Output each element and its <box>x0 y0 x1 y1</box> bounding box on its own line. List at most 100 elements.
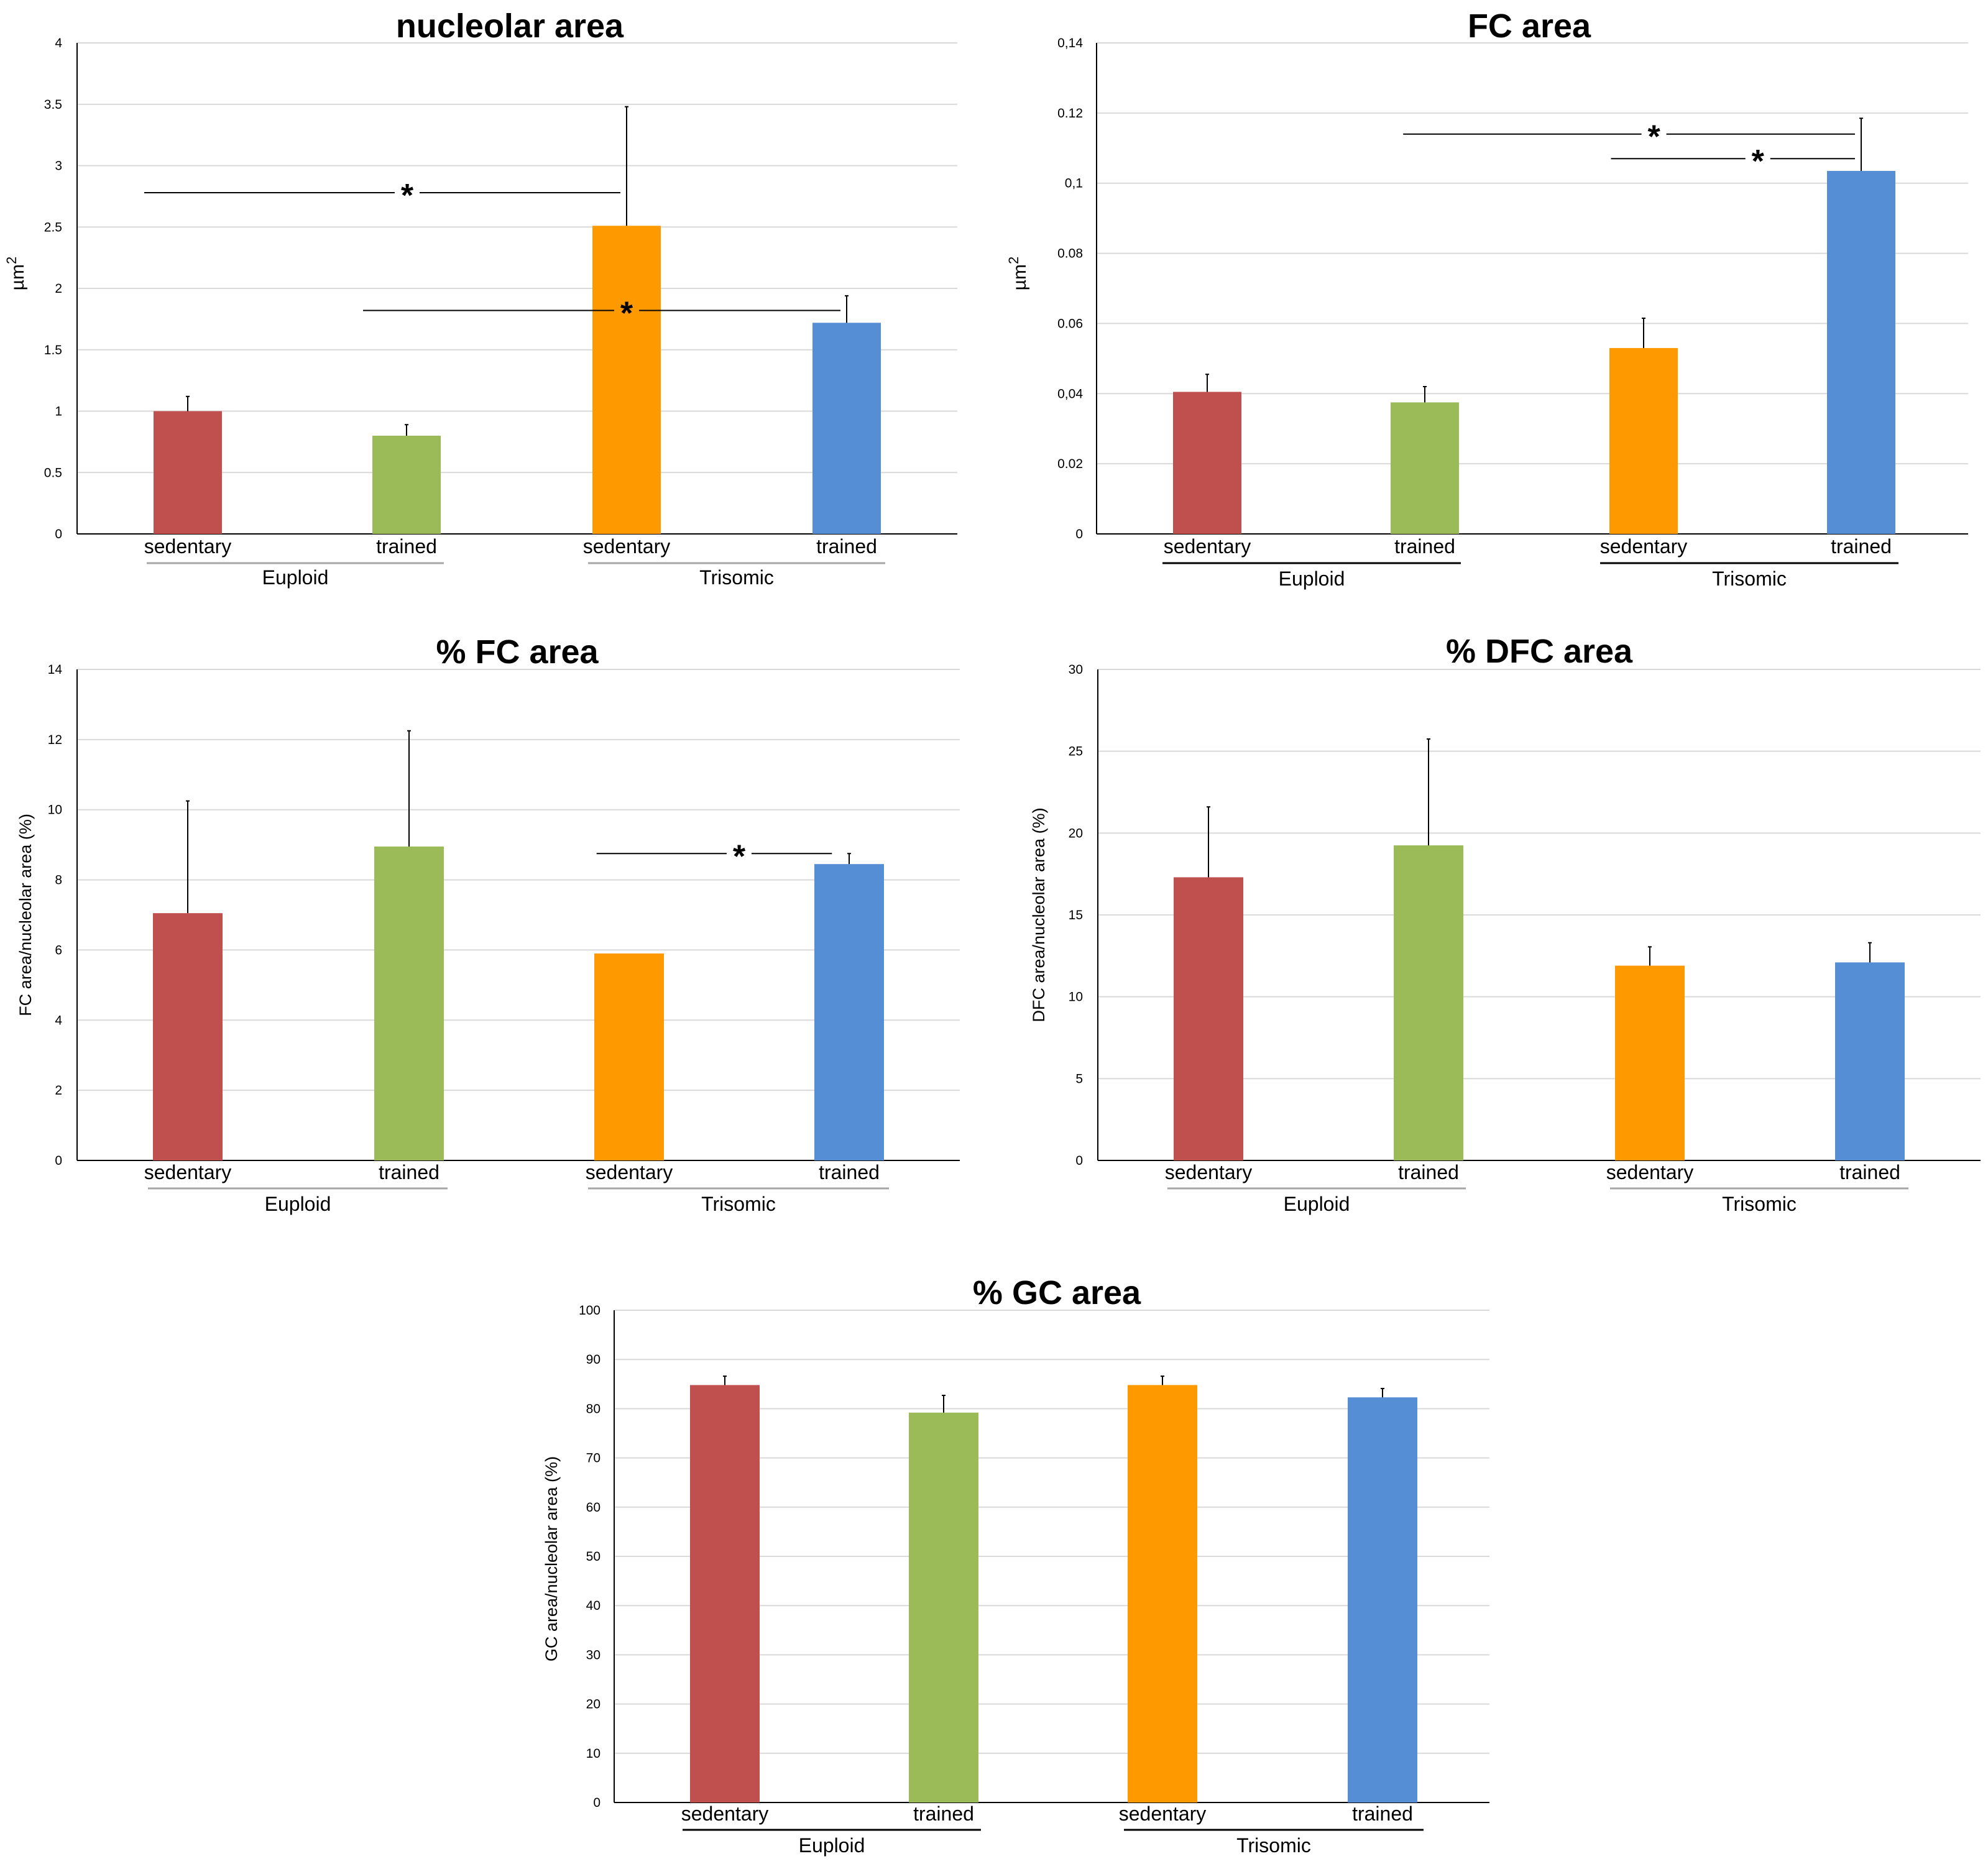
chart-percent-fc-area: 0 2 4 6 8 10 12 14 % FC area FC area/nucleolar ar… <box>16 633 960 1215</box>
chart-fc-area: 0 0.02 0,04 0.06 0.08 0,1 0.12 0,14 FC area µm2 se… <box>1006 7 1968 590</box>
y-tick-label: 100 <box>579 1303 601 1318</box>
category-label: sedentary <box>586 1161 673 1183</box>
y-tick-label: 0 <box>55 1154 62 1168</box>
y-tick-label: 10 <box>1069 990 1083 1004</box>
y-axis-unit-superscript: 2 <box>1006 257 1021 264</box>
y-tick-label: 15 <box>1069 908 1083 922</box>
y-tick-label: 50 <box>586 1550 601 1564</box>
y-tick-label: 60 <box>586 1500 601 1515</box>
y-axis-label: µm2 <box>1006 257 1030 291</box>
group-label: Euploid <box>1284 1193 1350 1215</box>
group-label: Trisomic <box>701 1193 776 1215</box>
y-tick-label: 0.08 <box>1057 247 1083 261</box>
chart-title: FC area <box>1468 7 1591 45</box>
chart-title: nucleolar area <box>396 7 624 45</box>
category-label: sedentary <box>1164 535 1251 558</box>
category-label: sedentary <box>1119 1802 1207 1825</box>
y-tick-label: 3.5 <box>44 98 62 112</box>
category-label: sedentary <box>1165 1161 1253 1183</box>
chart-percent-gc-area: 0 10 20 30 40 50 60 70 80 90 100 % GC area GC area/n… <box>542 1274 1489 1857</box>
bar <box>1174 877 1243 1160</box>
category-label: trained <box>379 1161 439 1183</box>
group-label: Euploid <box>1279 567 1345 590</box>
y-tick-label: 20 <box>586 1697 601 1712</box>
category-label: sedentary <box>1606 1161 1694 1183</box>
y-tick-label: 0 <box>593 1796 601 1810</box>
y-tick-label: 4 <box>55 36 62 50</box>
category-label: sedentary <box>583 535 671 558</box>
y-tick-label: 0.5 <box>44 466 62 480</box>
y-tick-label: 12 <box>48 733 62 747</box>
bar <box>1394 845 1463 1160</box>
category-label: sedentary <box>681 1802 769 1825</box>
category-label: trained <box>1839 1161 1900 1183</box>
bar <box>1609 347 1678 534</box>
group-label: Trisomic <box>699 566 774 589</box>
group-label: Trisomic <box>1712 567 1787 590</box>
bar <box>1835 962 1905 1160</box>
category-label: sedentary <box>144 1161 232 1183</box>
y-tick-label: 2 <box>55 1083 62 1098</box>
bar <box>1615 965 1685 1160</box>
bar <box>1128 1385 1197 1802</box>
bar <box>1391 402 1459 534</box>
y-tick-label: 4 <box>55 1013 62 1027</box>
bar <box>814 864 884 1160</box>
y-tick-label: 14 <box>48 663 63 677</box>
y-axis-label: FC area/nucleolar area (%) <box>16 814 35 1016</box>
category-label: trained <box>1831 535 1892 558</box>
y-axis-unit: µm <box>7 264 28 290</box>
significance-asterisk: * <box>620 296 633 332</box>
y-tick-label: 5 <box>1075 1072 1083 1086</box>
y-tick-label: 1 <box>55 405 62 419</box>
category-label: sedentary <box>1600 535 1688 558</box>
chart-title: % FC area <box>436 633 599 671</box>
y-tick-label: 3 <box>55 159 62 173</box>
y-tick-label: 0.06 <box>1057 316 1083 331</box>
y-axis-unit-superscript: 2 <box>4 257 19 264</box>
y-tick-label: 0 <box>1075 1154 1083 1168</box>
bar <box>594 953 664 1160</box>
category-label: trained <box>376 535 437 558</box>
bar <box>812 323 881 534</box>
group-label: Trisomic <box>1722 1193 1797 1215</box>
y-tick-label: 90 <box>586 1352 601 1367</box>
bar <box>909 1412 978 1802</box>
y-tick-label: 0.12 <box>1057 106 1083 121</box>
bar <box>1173 392 1241 534</box>
y-tick-label: 8 <box>55 873 62 888</box>
chart-percent-dfc-area: 0 5 10 15 20 25 30 % DFC area DFC area/nucleolar… <box>1029 633 1981 1215</box>
y-axis-label: DFC area/nucleolar area (%) <box>1029 807 1048 1022</box>
y-tick-label: 0,1 <box>1065 177 1083 191</box>
category-label: trained <box>819 1161 880 1183</box>
bar <box>1827 170 1895 534</box>
bar <box>153 913 223 1160</box>
chart-title: % GC area <box>973 1274 1141 1311</box>
y-tick-label: 40 <box>586 1599 601 1613</box>
bar <box>592 226 661 534</box>
y-tick-label: 0.02 <box>1057 457 1083 471</box>
group-label: Trisomic <box>1236 1834 1311 1857</box>
significance-asterisk: * <box>1752 144 1765 180</box>
significance-asterisk: * <box>401 178 414 214</box>
bar <box>374 846 444 1160</box>
y-tick-label: 70 <box>586 1451 601 1466</box>
bar <box>1348 1397 1417 1802</box>
group-label: Euploid <box>799 1834 865 1857</box>
y-axis-label: GC area/nucleolar area (%) <box>542 1456 561 1661</box>
y-axis-label: µm2 <box>4 257 28 291</box>
chart-nucleolar-area: 00.511.522.533.54 nucleolar areaµm2sedent… <box>4 7 957 589</box>
y-tick-label: 0,14 <box>1057 36 1083 50</box>
category-label: trained <box>913 1802 974 1825</box>
chart-title: % DFC area <box>1446 633 1633 670</box>
y-tick-label: 0,04 <box>1057 387 1083 401</box>
y-tick-label: 10 <box>48 803 62 817</box>
significance-asterisk: * <box>733 838 746 875</box>
category-label: trained <box>1352 1802 1413 1825</box>
bar <box>690 1385 760 1802</box>
y-tick-label: 0 <box>55 527 62 541</box>
y-tick-label: 0 <box>1075 527 1083 541</box>
y-tick-label: 30 <box>586 1648 601 1662</box>
y-tick-label: 30 <box>1069 663 1083 677</box>
